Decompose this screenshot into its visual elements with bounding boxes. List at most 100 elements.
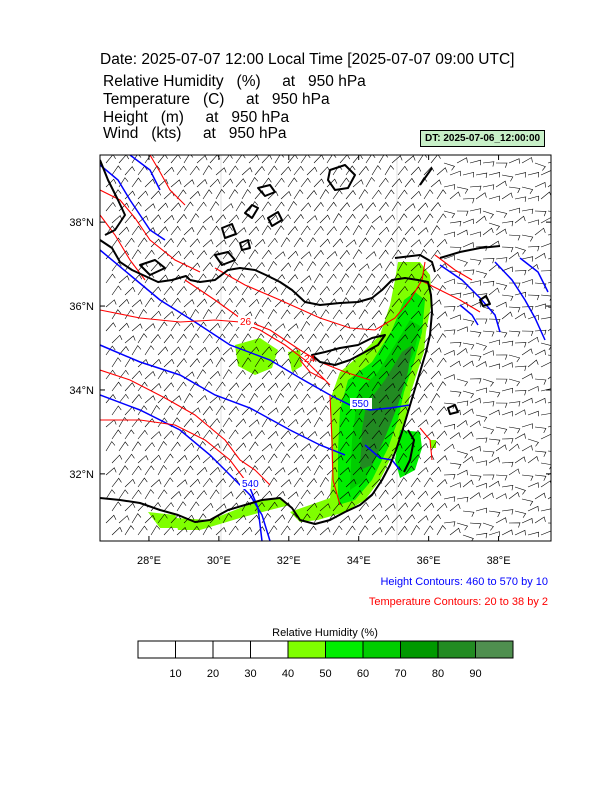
wind-barb — [404, 322, 416, 332]
wind-barb — [118, 369, 129, 380]
wind-barb — [410, 310, 422, 320]
wind-barb — [235, 273, 246, 284]
wind-barb — [339, 273, 350, 284]
wind-barb — [475, 460, 488, 466]
wind-barb — [430, 347, 442, 356]
wind-barb — [371, 310, 382, 320]
wind-barb — [423, 334, 434, 344]
wind-barb — [501, 529, 513, 536]
wind-barb — [417, 490, 429, 500]
wind-barb — [183, 345, 194, 356]
wind-barb — [248, 465, 259, 476]
wind-barb — [280, 382, 292, 392]
wind-barb — [430, 155, 441, 164]
wind-barb — [131, 489, 142, 500]
wind-barb — [241, 239, 253, 248]
map-plot-area: 26 540 550 24 — [100, 155, 551, 541]
wind-barb — [449, 270, 462, 277]
wind-barb — [176, 189, 187, 200]
wind-barb — [157, 464, 168, 476]
wind-barb — [378, 297, 389, 308]
height-contours — [100, 155, 549, 541]
wind-barb — [111, 357, 122, 368]
wind-barb — [423, 166, 435, 176]
wind-barb — [215, 503, 227, 512]
wind-barb — [436, 525, 447, 536]
wind-barb — [267, 358, 279, 368]
wind-barb — [495, 282, 508, 290]
wind-barb — [163, 238, 174, 248]
wind-barb — [332, 430, 344, 440]
wind-barb — [319, 285, 330, 296]
wind-barb — [176, 333, 187, 344]
wind-barb — [391, 249, 402, 260]
wind-barb — [339, 441, 350, 452]
wind-barb — [417, 202, 429, 212]
height-contour — [494, 261, 546, 341]
wind-barb — [261, 155, 273, 164]
wind-barb — [326, 251, 338, 260]
wind-barb — [365, 225, 376, 236]
wind-barb — [462, 479, 474, 488]
wind-barb — [521, 373, 533, 380]
wind-barb — [391, 490, 403, 500]
wind-barb — [527, 531, 539, 538]
wind-barb — [267, 309, 278, 320]
wind-barb — [365, 418, 377, 428]
wind-barb — [105, 201, 116, 212]
wind-barb — [397, 406, 409, 416]
wind-barb — [534, 397, 546, 404]
wind-barb — [215, 405, 226, 416]
wind-barb — [319, 503, 331, 512]
wind-barb — [469, 159, 481, 166]
coastline-west — [100, 239, 191, 283]
wind-barb — [157, 394, 169, 404]
wind-barb — [280, 190, 292, 200]
wind-barb — [105, 225, 116, 236]
wind-barb — [501, 411, 513, 417]
wind-barb — [410, 286, 422, 296]
wind-barb — [358, 501, 369, 512]
wind-barb — [176, 429, 187, 440]
wind-barb — [228, 165, 239, 176]
wind-barb — [131, 465, 142, 476]
wind-barb — [241, 357, 252, 368]
wind-barb — [371, 237, 382, 248]
wind-barb — [170, 466, 182, 476]
wind-barb — [339, 177, 350, 188]
height-contour — [100, 344, 346, 456]
wind-barb — [423, 189, 434, 200]
wind-barb — [449, 482, 461, 488]
wind-barb — [105, 345, 116, 356]
wind-barb — [183, 299, 195, 308]
wind-barb — [228, 525, 239, 536]
wind-barb — [319, 309, 330, 320]
wind-barb — [313, 273, 324, 284]
wind-barb — [163, 166, 175, 176]
wind-barb — [274, 441, 285, 452]
wind-barb — [228, 285, 239, 296]
wind-barb — [209, 225, 220, 236]
wind-barb — [313, 201, 324, 212]
wind-barb — [150, 165, 161, 176]
wind-barb — [508, 251, 520, 260]
wind-barb — [404, 465, 415, 476]
wind-barb — [345, 309, 356, 320]
wind-barb — [410, 239, 422, 248]
wind-barb — [527, 336, 539, 344]
wind-barb — [163, 382, 175, 392]
wind-barb — [131, 201, 142, 212]
wind-barb — [410, 382, 422, 392]
wind-barb — [462, 172, 475, 178]
wind-barb — [449, 221, 462, 227]
wind-barb — [189, 190, 201, 200]
wind-barb — [521, 348, 533, 356]
wind-barb — [456, 282, 469, 290]
wind-barb — [508, 158, 520, 164]
wind-barb — [475, 532, 488, 539]
wind-barb — [365, 465, 376, 476]
height-contour — [459, 304, 479, 326]
wind-barb — [306, 215, 318, 224]
colorbar-cell — [362, 640, 401, 659]
wind-barb — [274, 467, 286, 476]
